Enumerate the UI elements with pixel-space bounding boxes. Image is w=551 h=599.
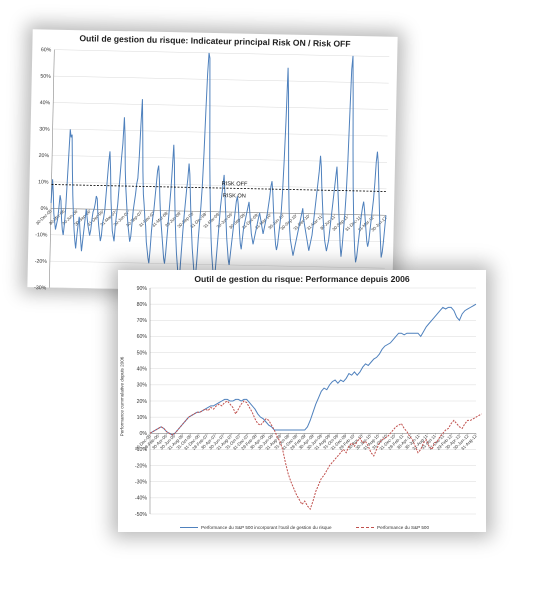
y-tick-label: -30% <box>135 480 147 486</box>
y-tick-label: -20% <box>35 259 48 265</box>
y-tick-label: -30% <box>34 285 47 291</box>
risk-on-label: RISK ON <box>223 193 246 199</box>
y-tick-label: 30% <box>137 383 148 389</box>
gridline <box>49 260 385 269</box>
y-tick-label: 40% <box>137 367 148 373</box>
y-tick-label: 20% <box>137 399 148 405</box>
y-tick-label: 50% <box>40 74 51 80</box>
gridline <box>52 128 388 137</box>
y-tick-label: 10% <box>38 179 49 185</box>
risk-indicator-plot: -30%-20%-10%0%10%20%30%40%50%60%30-Dec-0… <box>34 47 390 295</box>
y-tick-label: 30% <box>39 126 50 132</box>
series-1 <box>149 400 482 511</box>
y-tick-label: 60% <box>41 47 52 53</box>
legend-label: Performance du S&P 500 incorporant l'out… <box>201 525 332 530</box>
gridline <box>54 49 390 57</box>
y-tick-label: 40% <box>40 100 51 106</box>
gridline <box>53 75 389 84</box>
y-tick-label: 80% <box>137 302 148 308</box>
series-line <box>50 52 387 281</box>
y-tick-label: 20% <box>39 153 50 159</box>
series-0 <box>149 303 477 436</box>
y-tick-label: 0% <box>40 206 48 212</box>
y-tick-label: -40% <box>135 496 147 502</box>
y-tick-label: 50% <box>137 350 148 356</box>
legend-item-strategy: Performance du S&P 500 incorporant l'out… <box>180 525 332 530</box>
y-tick-label: -10% <box>35 232 48 238</box>
chart-title: Outil de gestion du risque: Performance … <box>194 274 410 284</box>
gridline <box>53 102 389 110</box>
performance-chart: Outil de gestion du risque: Performance … <box>118 270 486 532</box>
performance-plot: -50% -40% -30% -20% -10% 0% 10% 20% 30% 40% 50% 60%… <box>134 286 482 518</box>
y-tick-label: 0% <box>140 431 148 437</box>
y-tick-label: -10% <box>135 447 147 453</box>
y-axis <box>49 49 55 288</box>
series-line <box>149 303 477 436</box>
y-tick-label: 10% <box>137 415 148 421</box>
risk-off-label: RISK OFF <box>222 181 248 188</box>
y-tick-label: -20% <box>135 463 147 469</box>
gridline <box>52 155 388 163</box>
legend-swatch <box>356 527 374 529</box>
y-tick-label: 70% <box>137 318 148 324</box>
y-tick-label: 60% <box>137 334 148 340</box>
legend-item-sp500: Performance du S&P 500 <box>356 525 429 530</box>
y-tick-label: 90% <box>137 286 148 292</box>
legend-swatch <box>180 527 198 529</box>
legend-label: Performance du S&P 500 <box>377 525 430 530</box>
y-tick-label: -50% <box>135 512 147 518</box>
risk-indicator-chart: Outil de gestion du risque: Indicateur p… <box>27 29 398 295</box>
series-0 <box>50 52 387 281</box>
